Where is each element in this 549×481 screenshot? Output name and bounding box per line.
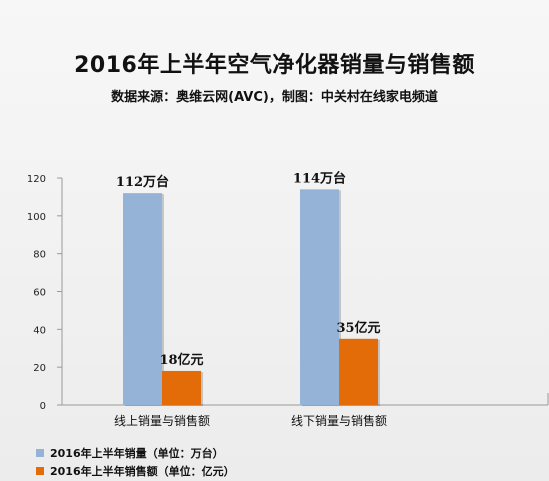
- data-label: 35亿元: [336, 320, 380, 336]
- y-tick-label: 100: [27, 212, 46, 223]
- y-tick-label: 40: [33, 325, 46, 336]
- bar: [123, 193, 162, 405]
- bar: [300, 189, 339, 405]
- x-tick-label: 线上销量与销售额: [114, 413, 210, 428]
- data-label: 18亿元: [159, 352, 203, 368]
- legend-swatch-sales-amount: [36, 467, 44, 475]
- data-label: 112万台: [116, 174, 169, 190]
- x-tick-label: 线下销量与销售额: [291, 413, 387, 428]
- legend-label-sales-amount: 2016年上半年销售额（单位：亿元）: [50, 465, 235, 478]
- legend-label-sales-volume: 2016年上半年销量（单位：万台）: [50, 447, 224, 460]
- bar: [162, 370, 201, 405]
- y-tick-label: 120: [27, 174, 46, 185]
- legend-item-sales-volume: 2016年上半年销量（单位：万台）: [36, 444, 235, 462]
- legend: 2016年上半年销量（单位：万台） 2016年上半年销售额（单位：亿元）: [36, 444, 235, 480]
- chart-title: 2016年上半年空气净化器销量与销售额: [74, 53, 475, 78]
- chart-subtitle: 数据来源：奥维云网(AVC)，制图：中关村在线家电频道: [111, 90, 438, 105]
- data-label: 114万台: [293, 170, 346, 186]
- y-tick-label: 80: [33, 250, 46, 261]
- bar: [339, 338, 378, 405]
- legend-item-sales-amount: 2016年上半年销售额（单位：亿元）: [36, 462, 235, 480]
- y-tick-label: 0: [40, 401, 46, 412]
- y-tick-label: 60: [33, 288, 46, 299]
- legend-swatch-sales-volume: [36, 449, 44, 457]
- y-tick-label: 20: [33, 363, 46, 374]
